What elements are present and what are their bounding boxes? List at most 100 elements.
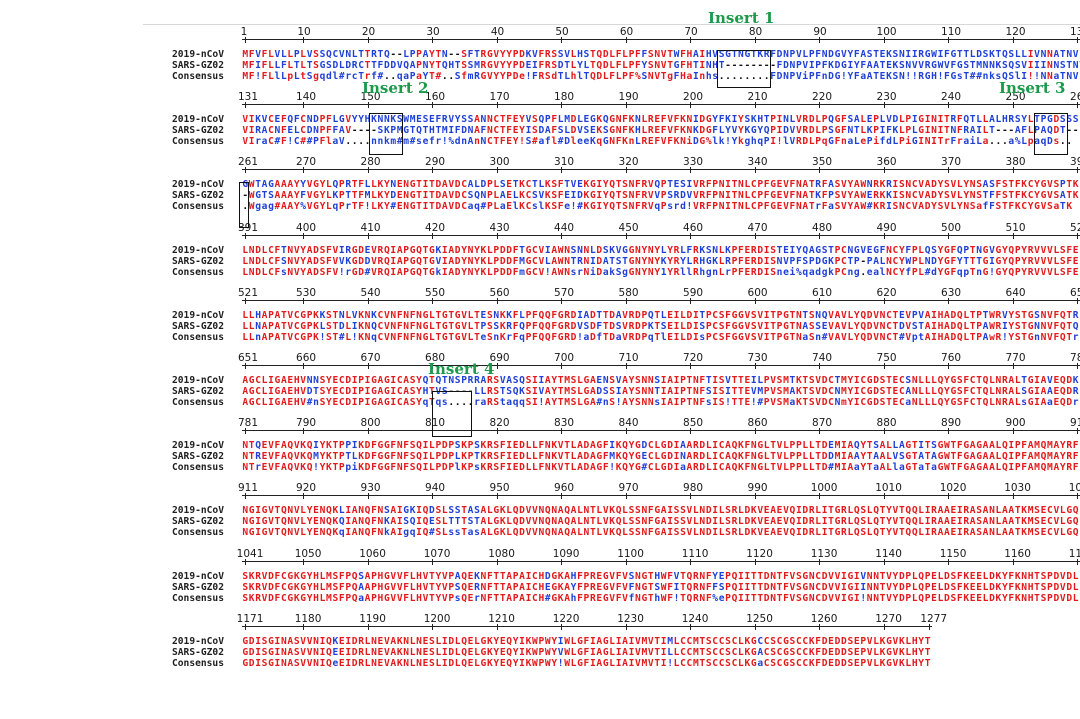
- position-number: 980: [683, 482, 704, 495]
- ruler-tick: [690, 297, 692, 304]
- position-number: 120: [1005, 26, 1026, 38]
- ruler-tick: [1077, 558, 1079, 565]
- sequence-label: Consensus: [172, 657, 224, 669]
- ruler-tick: [883, 363, 885, 369]
- ruler-tick: [754, 363, 756, 369]
- ruler-tick: [625, 363, 627, 369]
- ruler-tick: [754, 297, 756, 304]
- position-number: 580: [618, 286, 639, 299]
- sequence-label: 2019-nCoV: [172, 309, 224, 321]
- position-ruler: [242, 232, 1080, 239]
- position-number: 210: [747, 91, 768, 104]
- position-number: 400: [296, 221, 317, 234]
- ruler-tick: [367, 558, 369, 565]
- protein-sequence: VIRACNFELCDNPFFAV----SKPMGTQTHTMIFDNAFNC…: [242, 125, 1079, 137]
- position-number: 700: [554, 352, 575, 364]
- position-number: 200: [683, 91, 704, 104]
- position-number: 560: [489, 286, 510, 299]
- ruler-tick: [245, 37, 247, 43]
- position-number: 80: [748, 26, 763, 38]
- ruler-tick: [690, 363, 692, 369]
- position-number: 911: [237, 482, 259, 495]
- position-number: 730: [747, 352, 768, 364]
- ruler-tick: [496, 37, 498, 43]
- position-number: 620: [876, 286, 897, 299]
- alignment-block: 911 920 930 940 950 960 970 980 990 1000 1010 1020 1…: [172, 482, 1080, 548]
- ruler-tick: [561, 232, 563, 239]
- position-number: 1010: [875, 482, 902, 495]
- insert-3-label: Insert 3: [999, 79, 1066, 97]
- position-number: 160: [425, 91, 446, 104]
- position-number: 360: [876, 156, 897, 169]
- position-number: 1130: [810, 547, 838, 560]
- ruler-tick: [928, 623, 930, 630]
- position-number: 320: [618, 156, 639, 169]
- protein-sequence: NGIGVTQNVLYENQKLIANQFNSAIGKIQDSLSSTASALG…: [242, 505, 1079, 517]
- sequence-label: SARS-GZ02: [172, 451, 224, 463]
- position-number: 410: [360, 221, 381, 234]
- ruler-tick: [367, 37, 369, 43]
- position-number: 600: [747, 286, 768, 299]
- ruler-tick: [432, 363, 434, 369]
- position-number: 10: [297, 26, 311, 38]
- position-number: 230: [876, 91, 897, 104]
- ruler-tick: [1012, 363, 1014, 369]
- position-number: 1230: [617, 612, 644, 625]
- sequence-label: 2019-nCoV: [172, 244, 224, 256]
- ruler-tick: [367, 167, 369, 174]
- ruler-tick: [303, 297, 305, 304]
- position-number: 1250: [746, 612, 773, 625]
- position-number: 110: [941, 26, 962, 38]
- position-number: 1270: [875, 612, 902, 625]
- ruler-tick: [432, 493, 434, 500]
- ruler-tick: [245, 623, 247, 630]
- position-number: 840: [618, 417, 639, 430]
- position-number: 130: [1070, 26, 1080, 38]
- consensus-sequence: NGIGVTQNVLYENQKqIANQFNkAIgqIQ#SLssTasALG…: [242, 527, 1079, 539]
- sequence-label: Consensus: [172, 71, 224, 82]
- sequence-label: 2019-nCoV: [172, 635, 224, 647]
- insert-3b-box: [239, 182, 249, 228]
- position-number: 630: [941, 286, 962, 299]
- position-number: 930: [360, 482, 381, 495]
- ruler-tick: [754, 493, 756, 500]
- ruler-tick: [625, 558, 627, 565]
- ruler-tick: [754, 623, 756, 630]
- position-number: 781: [237, 417, 259, 430]
- position-ruler: [242, 428, 1080, 435]
- position-number: 680: [425, 352, 446, 364]
- position-number: 520: [1070, 221, 1080, 234]
- insert-2-box: [369, 113, 403, 155]
- position-number: 690: [489, 352, 510, 364]
- consensus-sequence: MF!FLlLpLtSgqdl#rcTrf#..qaPaYT#..SfmRGVY…: [242, 71, 1079, 82]
- position-ruler: [242, 102, 1080, 109]
- position-number: 140: [296, 91, 317, 104]
- position-number: 860: [747, 417, 768, 430]
- position-number: 340: [747, 156, 768, 169]
- position-number: 760: [941, 352, 962, 364]
- alignment-block: 131 140 150 160 170 180 190 200 210 220 230 240 250 2…: [172, 91, 1080, 157]
- ruler-tick: [303, 102, 305, 109]
- protein-sequence: MFVFLVLLPLVSSQCVNLTTRTQ--LPPAYTN--SFTRGV…: [242, 49, 1079, 60]
- position-number: 470: [747, 221, 768, 234]
- position-number: 380: [1005, 156, 1026, 169]
- protein-sequence: VIKVCEFQFCNDPFLGVYYHKNNKSWMESEFRVYSSANNC…: [242, 114, 1079, 126]
- position-number: 1110: [681, 547, 709, 560]
- ruler-tick: [625, 428, 627, 435]
- sequence-label: Consensus: [172, 266, 224, 278]
- ruler-tick: [1077, 493, 1079, 500]
- position-number: 280: [360, 156, 381, 169]
- ruler-tick: [1012, 558, 1014, 565]
- ruler-tick: [1077, 167, 1079, 174]
- ruler-tick: [496, 428, 498, 435]
- consensus-sequence: SKRVDFCGKGYHLMSFPQaAPHGVVFLHVTYVPsQErNFT…: [242, 592, 1079, 604]
- ruler-tick: [1012, 102, 1014, 109]
- position-number: 950: [489, 482, 510, 495]
- ruler-tick: [819, 37, 821, 43]
- sequence-label: SARS-GZ02: [172, 255, 224, 267]
- position-number: 910: [1070, 417, 1080, 430]
- sequence-label: 2019-nCoV: [172, 375, 224, 386]
- ruler-tick: [690, 493, 692, 500]
- position-number: 250: [1005, 91, 1026, 104]
- sequence-label: Consensus: [172, 462, 224, 474]
